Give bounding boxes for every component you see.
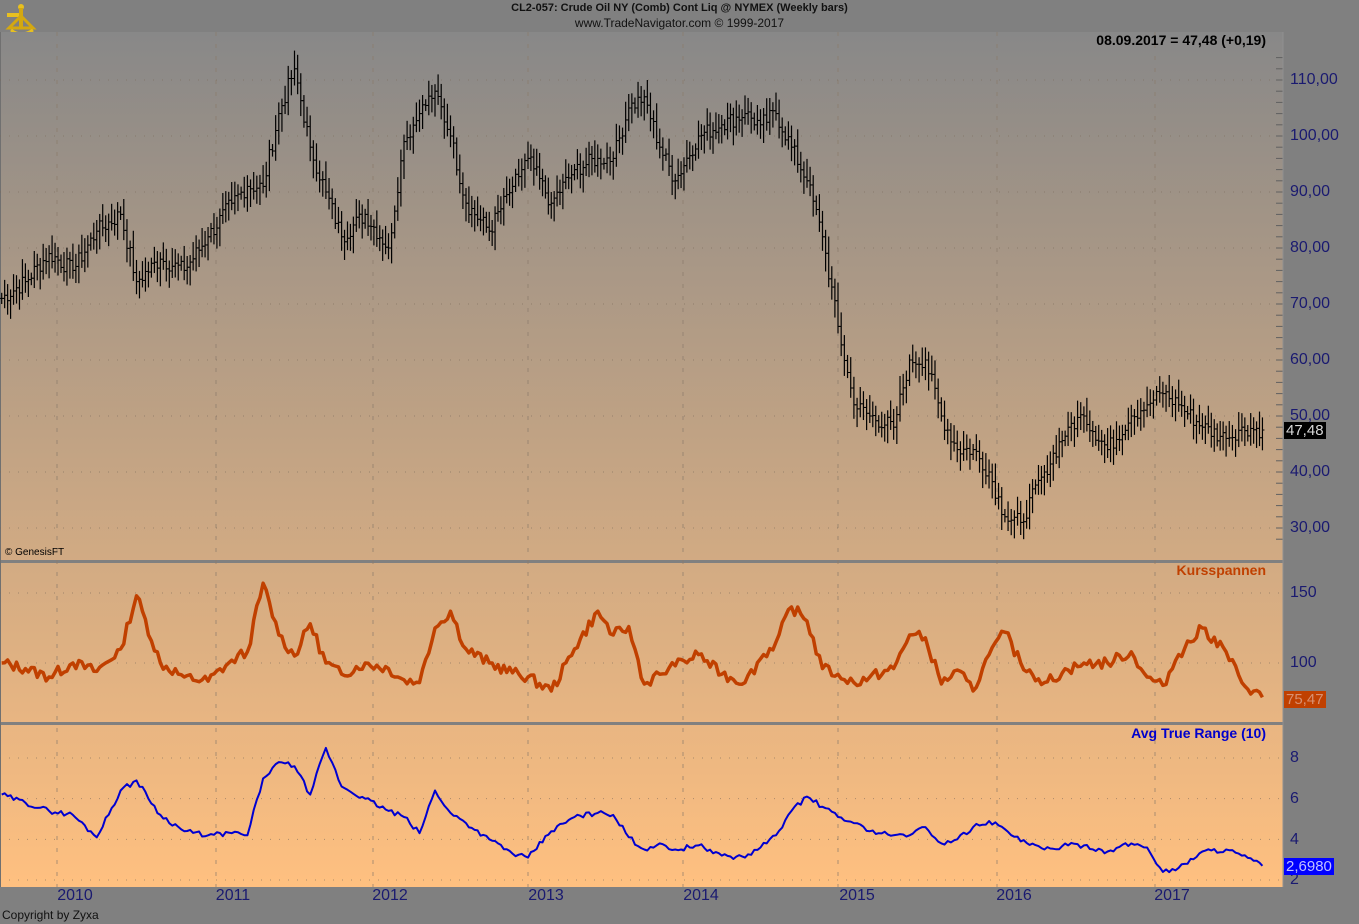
price-bar	[1260, 417, 1265, 451]
x-axis-label: 2017	[1154, 887, 1190, 904]
price-axis-label: 60,00	[1290, 351, 1331, 368]
kursspannen-line	[1, 581, 1264, 699]
chart-subtitle: www.TradeNavigator.com © 1999-2017	[574, 16, 785, 30]
chart-title: CL2-057: Crude Oil NY (Comb) Cont Liq @ …	[511, 2, 848, 14]
kurs-axis-label: 100	[1290, 654, 1317, 671]
atr-axis-label: 8	[1290, 749, 1299, 766]
pane-divider	[0, 560, 1283, 563]
kurs-axis-label: 150	[1290, 584, 1317, 601]
price-axis-label: 30,00	[1290, 519, 1331, 536]
atr-line	[1, 746, 1264, 874]
atr-axis-label: 4	[1290, 831, 1299, 848]
x-axis-label: 2012	[372, 887, 408, 904]
x-axis-label: 2016	[996, 887, 1032, 904]
last-quote: 08.09.2017 = 47,48 (+0,19)	[1096, 32, 1266, 48]
pane-divider	[0, 722, 1283, 725]
price-axis-label: 70,00	[1290, 295, 1331, 312]
x-axis-label: 2013	[528, 887, 564, 904]
zyxa-copyright: Copyright by Zyxa	[2, 908, 99, 922]
price-axis-label: 50,00	[1290, 407, 1331, 424]
atr-last-tag: 2,6980	[1284, 858, 1334, 875]
price-axis-label: 40,00	[1290, 463, 1331, 480]
genesis-copyright: © GenesisFT	[5, 547, 65, 558]
kurs-last-tag: 75,47	[1284, 691, 1326, 708]
atr-axis-label: 6	[1290, 790, 1299, 807]
price-axis-label: 100,00	[1290, 127, 1339, 144]
last-price-tag: 47,48	[1284, 422, 1326, 439]
atr-title: Avg True Range (10)	[1131, 725, 1266, 741]
x-axis-label: 2011	[215, 887, 251, 904]
kursspannen-title: Kursspannen	[1176, 562, 1266, 578]
plot-area	[0, 32, 1283, 887]
atr-axis-label: 2	[1290, 871, 1299, 888]
x-axis-label: 2015	[839, 887, 875, 904]
x-axis-label: 2010	[57, 887, 93, 904]
price-axis-label: 80,00	[1290, 239, 1331, 256]
price-axis-label: 90,00	[1290, 183, 1331, 200]
x-axis-label: 2014	[683, 887, 719, 904]
price-axis-label: 110,00	[1290, 71, 1338, 88]
